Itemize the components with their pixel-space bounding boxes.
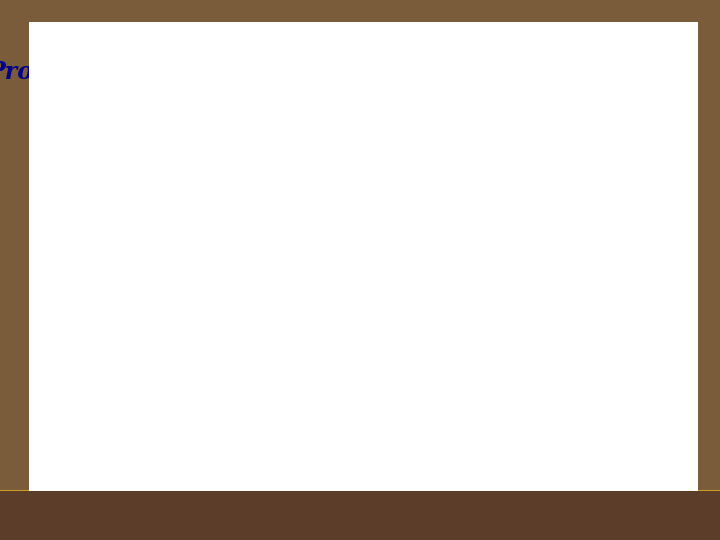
Text: Assess Progress MORE Frequently (1-: Assess Progress MORE Frequently (1- bbox=[372, 228, 642, 241]
Polygon shape bbox=[170, 150, 200, 210]
Text: :: : bbox=[388, 335, 401, 348]
Text: Tiers: Tiers bbox=[151, 81, 219, 105]
Text: Tier 1: Tier 1 bbox=[358, 335, 400, 348]
Text: for Universal Screening and Some: for Universal Screening and Some bbox=[358, 368, 598, 381]
Text: Tier 3 and Special Education: Tier 3 and Special Education bbox=[315, 102, 518, 114]
Text: Assess Frequently Enough: Assess Frequently Enough bbox=[358, 352, 542, 365]
Text: Copyright © 2009 Pearson Education, Inc. or its affiliates. All rights reserved.: Copyright © 2009 Pearson Education, Inc.… bbox=[185, 514, 535, 523]
Text: WEBINAR SERIES: WEBINAR SERIES bbox=[518, 87, 602, 97]
Text: :: : bbox=[463, 102, 467, 114]
Text: Rti: Rti bbox=[516, 42, 604, 92]
Text: Assess Progress Most Frequently: Assess Progress Most Frequently bbox=[315, 118, 546, 131]
Polygon shape bbox=[125, 210, 245, 310]
Polygon shape bbox=[60, 310, 310, 455]
Text: Tier 2: Tier 2 bbox=[338, 228, 379, 241]
Text: 30: 30 bbox=[684, 513, 696, 523]
Text: Progress (3x Per Year): Progress (3x Per Year) bbox=[358, 383, 515, 396]
Text: (1x-2x Per Week): (1x-2x Per Week) bbox=[315, 133, 434, 146]
Text: 2x Per Month): 2x Per Month) bbox=[338, 244, 438, 256]
Text: Progress Monitoring Across 3: Progress Monitoring Across 3 bbox=[0, 60, 382, 84]
